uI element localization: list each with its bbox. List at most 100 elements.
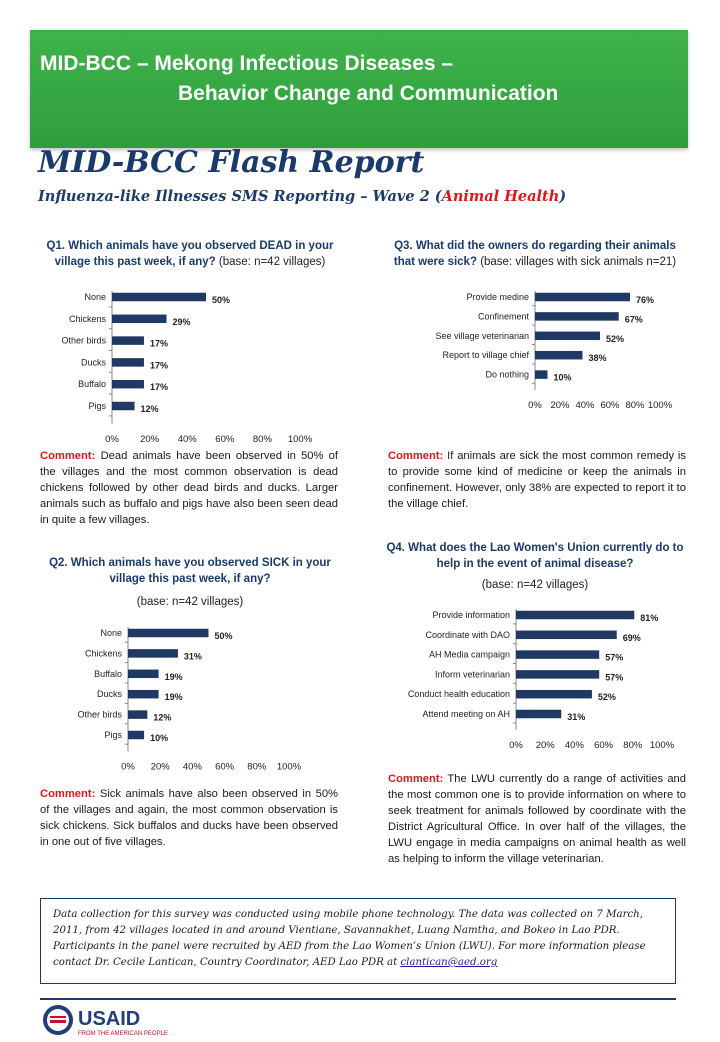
x-tick-label: 20% (550, 400, 570, 411)
data-label: 10% (150, 733, 168, 743)
q4-base: (base: n=42 villages) (481, 579, 589, 591)
contact-email-link[interactable]: clantican@aed.org (400, 957, 498, 968)
x-tick-label: 80% (247, 761, 267, 772)
q4-comment: Comment: The LWU currently do a range of… (388, 771, 686, 867)
bar (535, 312, 619, 321)
x-tick-label: 60% (600, 400, 620, 411)
category-label: Other birds (61, 336, 106, 346)
category-label: Attend meeting on AH (422, 709, 510, 719)
bar (128, 669, 159, 679)
category-label: Other birds (77, 710, 122, 720)
data-label: 29% (173, 317, 191, 327)
q2-comment-label: Comment: (40, 788, 96, 800)
report-title: MID-BCC Flash Report (38, 145, 425, 180)
q1-chart: None 50% Chickens 29% Other birds 17% Ducks 17%… (30, 283, 340, 448)
x-tick-label: 80% (623, 740, 643, 751)
q1-question: Q1. Which animals have you observed DEAD… (46, 240, 334, 268)
usaid-seal-icon: USAID FROM THE AMERICAN PEOPLE (43, 1005, 168, 1037)
x-tick-label: 40% (565, 740, 585, 751)
data-label: 38% (589, 353, 607, 363)
q3-comment-text: If animals are sick the most common reme… (388, 450, 686, 510)
x-tick-label: 40% (183, 761, 203, 772)
data-label: 57% (605, 653, 623, 663)
x-tick-label: 0% (105, 434, 119, 445)
q1-comment-label: Comment: (40, 450, 96, 462)
usaid-tagline: FROM THE AMERICAN PEOPLE (78, 1031, 168, 1037)
data-label: 12% (153, 713, 171, 723)
x-tick-label: 80% (625, 400, 645, 411)
subtitle-highlight: Animal Health (441, 188, 560, 205)
data-label: 57% (605, 672, 623, 682)
category-label: None (84, 292, 106, 302)
q1-comment: Comment: Dead animals have been observed… (40, 448, 338, 528)
q2-title: Q2. Which animals have you observed SICK… (40, 555, 340, 587)
q2-chart: None 50% Chickens 31% Buffalo 19% Ducks 19% Othe… (30, 620, 340, 775)
bar (112, 314, 167, 324)
data-label: 19% (165, 692, 183, 702)
data-label: 50% (212, 295, 230, 305)
q2-base-line: (base: n=42 villages) (40, 594, 340, 610)
q1-title: Q1. Which animals have you observed DEAD… (40, 238, 340, 270)
data-label: 12% (141, 404, 159, 414)
category-label: Conduct health education (408, 689, 510, 699)
usaid-logo: USAID FROM THE AMERICAN PEOPLE (42, 1003, 202, 1037)
category-label: Buffalo (94, 669, 122, 679)
data-label: 31% (184, 651, 202, 661)
bar (128, 649, 178, 658)
category-label: Confinement (478, 311, 530, 321)
data-label: 10% (554, 373, 572, 383)
bar (112, 379, 144, 389)
data-label: 50% (215, 631, 233, 641)
q2-chart-svg: None 50% Chickens 31% Buffalo 19% Ducks 19% Othe… (77, 627, 302, 772)
q3-title: Q3. What did the owners do regarding the… (385, 238, 685, 270)
bar (112, 292, 206, 302)
category-label: Buffalo (78, 379, 106, 389)
q3-chart-svg: Provide medine 76% Confinement 67% See villa… (435, 291, 673, 411)
x-tick-label: 0% (121, 761, 135, 772)
bar (112, 358, 144, 367)
category-label: Coordinate with DAO (425, 630, 510, 640)
q3-question: Q3. What did the owners do regarding the… (393, 240, 676, 268)
x-tick-label: 100% (648, 400, 673, 411)
category-label: Report to village chief (442, 350, 529, 360)
category-label: See village veterinarian (435, 331, 529, 341)
bar (112, 336, 144, 345)
subtitle-text: Influenza-like Illnesses SMS Reporting –… (38, 188, 442, 205)
category-label: Provide information (432, 610, 510, 620)
bar (516, 650, 600, 659)
bar (516, 610, 635, 620)
q4-comment-text: The LWU currently do a range of activiti… (388, 773, 686, 865)
category-label: AH Media campaign (429, 650, 510, 660)
q3-base: (base: villages with sick animals n=21) (480, 256, 677, 268)
footer-note: Data collection for this survey was cond… (40, 898, 676, 984)
bar (128, 689, 159, 699)
bar (516, 670, 600, 679)
bar (535, 350, 583, 360)
bar (112, 401, 135, 411)
q2-base: (base: n=42 villages) (136, 596, 244, 608)
q4-question: Q4. What does the Lao Women's Union curr… (386, 542, 684, 570)
data-label: 52% (598, 692, 616, 702)
data-label: 19% (165, 672, 183, 682)
subtitle-close: ) (559, 188, 567, 205)
data-label: 17% (150, 339, 168, 349)
q4-base-line: (base: n=42 villages) (385, 577, 685, 593)
banner-line-2: Behavior Change and Communication (178, 82, 559, 105)
category-label: Chickens (69, 314, 107, 324)
category-label: Ducks (81, 357, 107, 367)
q2-question: Q2. Which animals have you observed SICK… (49, 557, 331, 585)
footer-divider (40, 998, 676, 1000)
header-banner: MID-BCC – Mekong Infectious Diseases – B… (30, 30, 688, 148)
category-label: Do nothing (485, 370, 529, 380)
banner-line-1: MID-BCC – Mekong Infectious Diseases – (40, 52, 454, 75)
data-label: 31% (567, 712, 585, 722)
bar (535, 331, 600, 341)
x-tick-label: 100% (650, 740, 675, 751)
x-tick-label: 100% (277, 761, 302, 772)
q2-comment-text: Sick animals have also been observed in … (40, 788, 338, 848)
data-label: 17% (150, 360, 168, 370)
q3-comment: Comment: If animals are sick the most co… (388, 448, 686, 512)
q4-comment-label: Comment: (388, 773, 444, 785)
x-tick-label: 40% (575, 400, 595, 411)
q4-chart: Provide information 81% Coordinate with DA… (380, 603, 690, 753)
